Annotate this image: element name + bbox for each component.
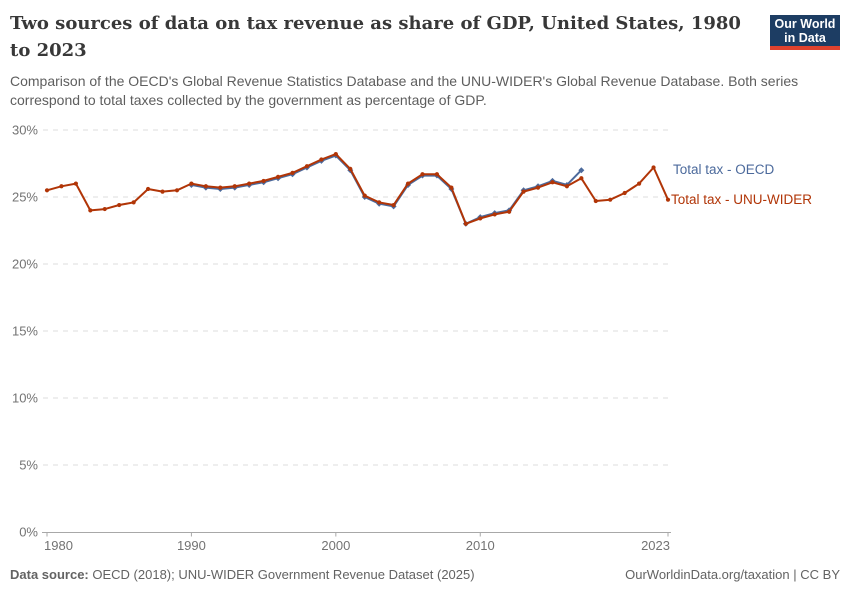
line-total-tax-unu-wider[interactable] (46, 153, 669, 225)
data-point-marker[interactable] (189, 181, 194, 186)
data-source-note: Data source: OECD (2018); UNU-WIDER Gove… (10, 567, 475, 582)
data-point-marker[interactable] (362, 193, 367, 198)
data-point-marker[interactable] (203, 184, 208, 189)
data-point-marker[interactable] (651, 165, 656, 170)
data-point-marker[interactable] (578, 167, 585, 174)
y-axis-tick-label: 5% (19, 458, 38, 473)
data-point-marker[interactable] (593, 198, 598, 204)
data-point-marker[interactable] (290, 170, 295, 175)
data-point-marker[interactable] (145, 186, 151, 192)
series-total-tax-oecd[interactable] (188, 152, 585, 227)
data-point-marker[interactable] (637, 181, 642, 186)
data-point-marker[interactable] (247, 181, 252, 186)
data-point-marker[interactable] (507, 209, 512, 214)
footer: Data source: OECD (2018); UNU-WIDER Gove… (10, 567, 840, 582)
series-end-label-oecd[interactable]: Total tax - OECD (673, 162, 775, 177)
data-source-text: OECD (2018); UNU-WIDER Government Revenu… (92, 567, 475, 582)
data-point-marker[interactable] (377, 200, 382, 205)
x-axis-tick-label: 2010 (466, 538, 495, 553)
owid-logo-text-line1: Our World (774, 16, 836, 31)
data-point-marker[interactable] (665, 197, 671, 202)
chart-title: Two sources of data on tax revenue as sh… (10, 13, 741, 61)
y-axis-tick-label: 15% (12, 324, 38, 339)
data-point-marker[interactable] (117, 202, 122, 208)
data-source-label: Data source: (10, 567, 89, 582)
data-point-marker[interactable] (304, 164, 310, 169)
y-axis-tick-label: 25% (12, 190, 38, 205)
data-point-marker[interactable] (434, 172, 440, 177)
data-point-marker[interactable] (463, 221, 468, 226)
series-total-tax-unu-wider[interactable] (44, 152, 671, 226)
data-point-marker[interactable] (319, 157, 324, 162)
y-axis-tick-label: 30% (12, 123, 38, 138)
data-point-marker[interactable] (174, 188, 180, 193)
data-point-marker[interactable] (550, 180, 555, 185)
data-point-marker[interactable] (44, 188, 50, 193)
y-axis-tick-label: 10% (12, 391, 38, 406)
x-axis-tick-label: 2000 (321, 538, 350, 553)
data-point-marker[interactable] (59, 184, 64, 189)
x-axis-tick-label: 2023 (641, 538, 670, 553)
data-point-marker[interactable] (405, 181, 411, 186)
x-axis-tick-label: 1990 (177, 538, 206, 553)
data-point-marker[interactable] (521, 189, 526, 194)
data-point-marker[interactable] (160, 189, 165, 194)
data-point-marker[interactable] (420, 172, 425, 177)
data-point-marker[interactable] (564, 184, 570, 189)
footer-divider: | (793, 567, 797, 582)
data-point-marker[interactable] (88, 208, 93, 213)
license-link[interactable]: CC BY (800, 567, 840, 582)
y-axis-tick-label: 0% (19, 525, 38, 540)
data-point-marker[interactable] (478, 216, 483, 221)
owid-logo: Our World in Data (770, 15, 840, 50)
data-point-marker[interactable] (73, 181, 78, 186)
chart-subtitle: Comparison of the OECD's Global Revenue … (10, 73, 799, 108)
data-point-marker[interactable] (449, 185, 454, 190)
data-point-marker[interactable] (348, 166, 353, 171)
series-end-label-unu-wider[interactable]: Total tax - UNU-WIDER (671, 192, 813, 207)
y-axis-tick-label: 20% (12, 257, 38, 272)
data-point-marker[interactable] (218, 185, 223, 190)
data-point-marker[interactable] (608, 197, 613, 202)
data-point-marker[interactable] (261, 178, 266, 184)
data-point-marker[interactable] (275, 174, 281, 179)
data-point-marker[interactable] (102, 206, 107, 212)
owid-logo-text-line2: in Data (784, 30, 826, 45)
data-point-marker[interactable] (579, 176, 584, 181)
x-axis-tick-label: 1980 (44, 538, 73, 553)
data-point-marker[interactable] (622, 190, 627, 196)
data-point-marker[interactable] (535, 185, 541, 190)
data-point-marker[interactable] (232, 184, 237, 189)
data-point-marker[interactable] (131, 200, 136, 205)
footer-links: OurWorldinData.org/taxation | CC BY (625, 567, 840, 582)
owid-url-link[interactable]: OurWorldinData.org/taxation (625, 567, 790, 582)
data-point-marker[interactable] (391, 202, 396, 208)
data-point-marker[interactable] (492, 212, 497, 217)
data-point-marker[interactable] (333, 152, 338, 157)
